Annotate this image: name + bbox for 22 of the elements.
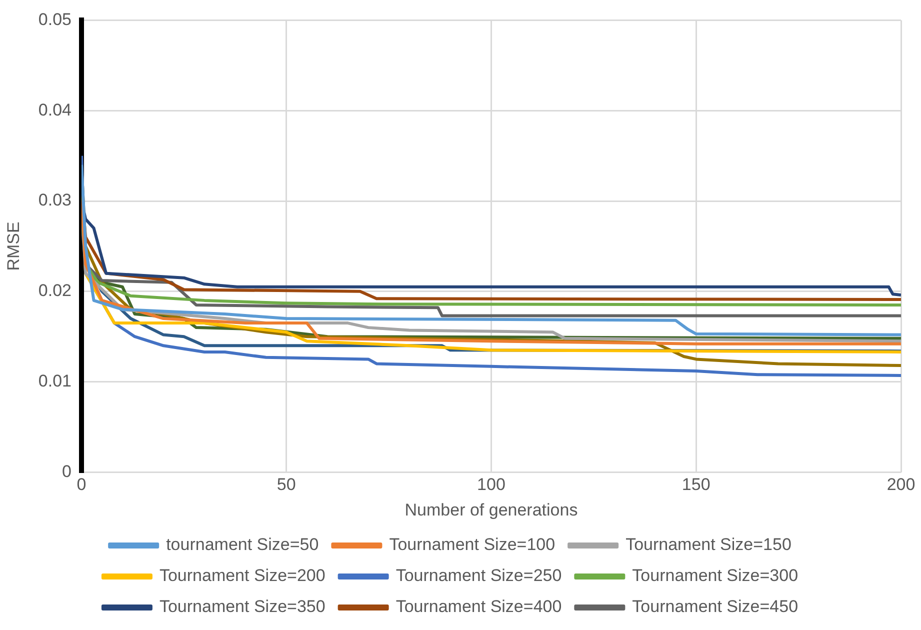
y-tick-label: 0.05 xyxy=(38,10,72,29)
x-tick-label: 150 xyxy=(682,475,710,494)
y-tick-label: 0 xyxy=(62,462,72,481)
x-tick-label: 50 xyxy=(276,475,296,494)
legend-label: Tournament Size=300 xyxy=(632,566,798,586)
y-tick-label: 0.03 xyxy=(38,190,72,210)
legend-label: Tournament Size=150 xyxy=(626,535,792,554)
y-tick-label: 0.02 xyxy=(38,281,72,300)
x-tick-label: 0 xyxy=(76,475,86,494)
legend-label: Tournament Size=100 xyxy=(389,535,556,554)
legend-label: tournament Size=50 xyxy=(166,535,319,554)
legend-label: Tournament Size=450 xyxy=(632,597,798,616)
y-axis-title: RMSE xyxy=(4,222,23,271)
legend-label: Tournament Size=400 xyxy=(396,597,562,616)
y-tick-label: 0.01 xyxy=(38,371,72,390)
y-tick-label: 0.04 xyxy=(38,100,72,120)
legend-label: Tournament Size=250 xyxy=(396,566,562,586)
legend-label: Tournament Size=350 xyxy=(159,597,326,616)
x-axis-title: Number of generations xyxy=(404,500,578,520)
legend-label: Tournament Size=200 xyxy=(159,566,326,586)
x-tick-label: 200 xyxy=(886,475,916,494)
x-tick-label: 100 xyxy=(477,475,506,494)
